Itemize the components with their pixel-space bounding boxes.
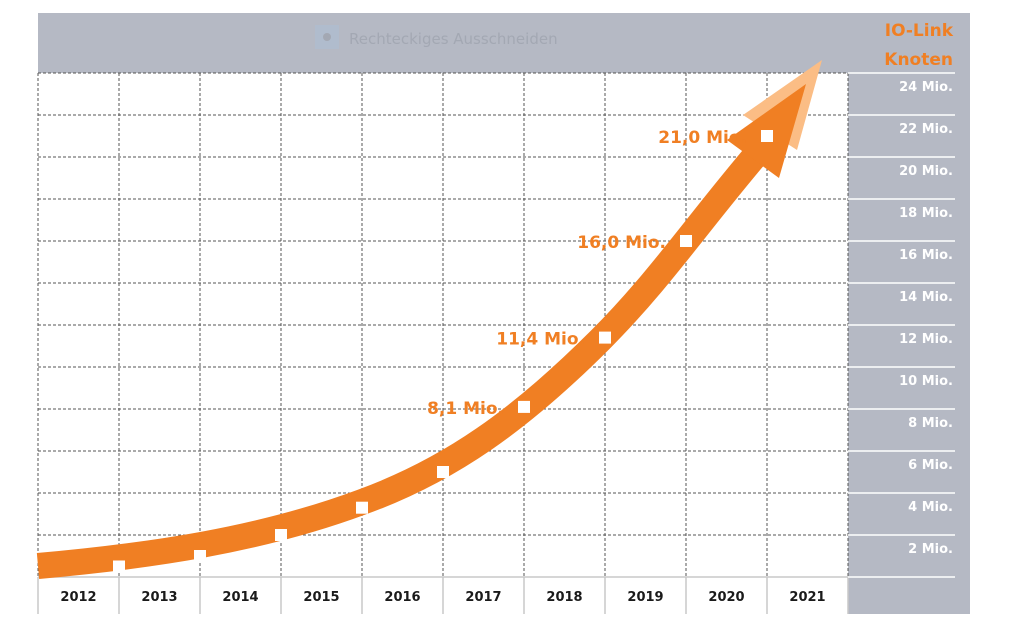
y-tick-label: 22 Mio. [899, 122, 953, 137]
x-tick-label: 2013 [141, 590, 177, 605]
data-label: 21,0 Mio. [658, 128, 747, 148]
y-tick-label: 14 Mio. [899, 290, 953, 305]
y-axis-panel [848, 73, 970, 614]
snip-label: Rechteckiges Ausschneiden [349, 30, 558, 48]
x-tick-label: 2021 [789, 590, 825, 605]
data-label: 16,0 Mio. [577, 233, 666, 253]
unit-label-line1: IO-Link [885, 21, 954, 41]
y-tick-label: 20 Mio. [899, 164, 953, 179]
data-point [761, 130, 773, 142]
x-tick-label: 2012 [60, 590, 96, 605]
data-point [113, 560, 125, 573]
unit-label-line2: Knoten [884, 50, 953, 70]
data-point [356, 501, 368, 514]
y-tick-label: 10 Mio. [899, 374, 953, 389]
snip-icon-dot [323, 33, 331, 41]
snip-overlay: Rechteckiges Ausschneiden [315, 25, 558, 49]
data-label: 11,4 Mio. [496, 330, 585, 350]
arrow-body [36, 141, 770, 579]
x-tick-label: 2020 [708, 590, 744, 605]
y-tick-label: 18 Mio. [899, 206, 953, 221]
x-ticks: 2012 2013 2014 2015 2016 2017 2018 2019 2020 2021 [60, 590, 825, 605]
data-point [194, 550, 206, 562]
x-tick-label: 2018 [546, 590, 582, 605]
header-band [38, 13, 970, 73]
grid [37, 72, 955, 614]
data-points [113, 130, 773, 573]
y-ticks: 2 Mio. 4 Mio. 6 Mio. 8 Mio. 10 Mio. 12 Mio. 14… [899, 80, 953, 557]
y-tick-label: 8 Mio. [908, 416, 953, 431]
x-tick-label: 2014 [222, 590, 258, 605]
y-tick-label: 16 Mio. [899, 248, 953, 263]
data-labels: 8,1 Mio. 11,4 Mio. 16,0 Mio. 21,0 Mio. [427, 128, 747, 419]
y-tick-label: 6 Mio. [908, 458, 953, 473]
data-point [518, 400, 530, 413]
data-point [275, 529, 287, 541]
data-point [599, 331, 611, 344]
data-label: 8,1 Mio. [427, 399, 504, 419]
x-tick-label: 2019 [627, 590, 663, 605]
x-tick-label: 2015 [303, 590, 339, 605]
y-tick-label: 12 Mio. [899, 332, 953, 347]
data-point [437, 466, 449, 478]
y-tick-label: 4 Mio. [908, 500, 953, 515]
data-point [680, 235, 692, 247]
x-tick-label: 2017 [465, 590, 501, 605]
y-tick-label: 24 Mio. [899, 80, 953, 95]
y-tick-label: 2 Mio. [908, 542, 953, 557]
x-tick-label: 2016 [384, 590, 420, 605]
